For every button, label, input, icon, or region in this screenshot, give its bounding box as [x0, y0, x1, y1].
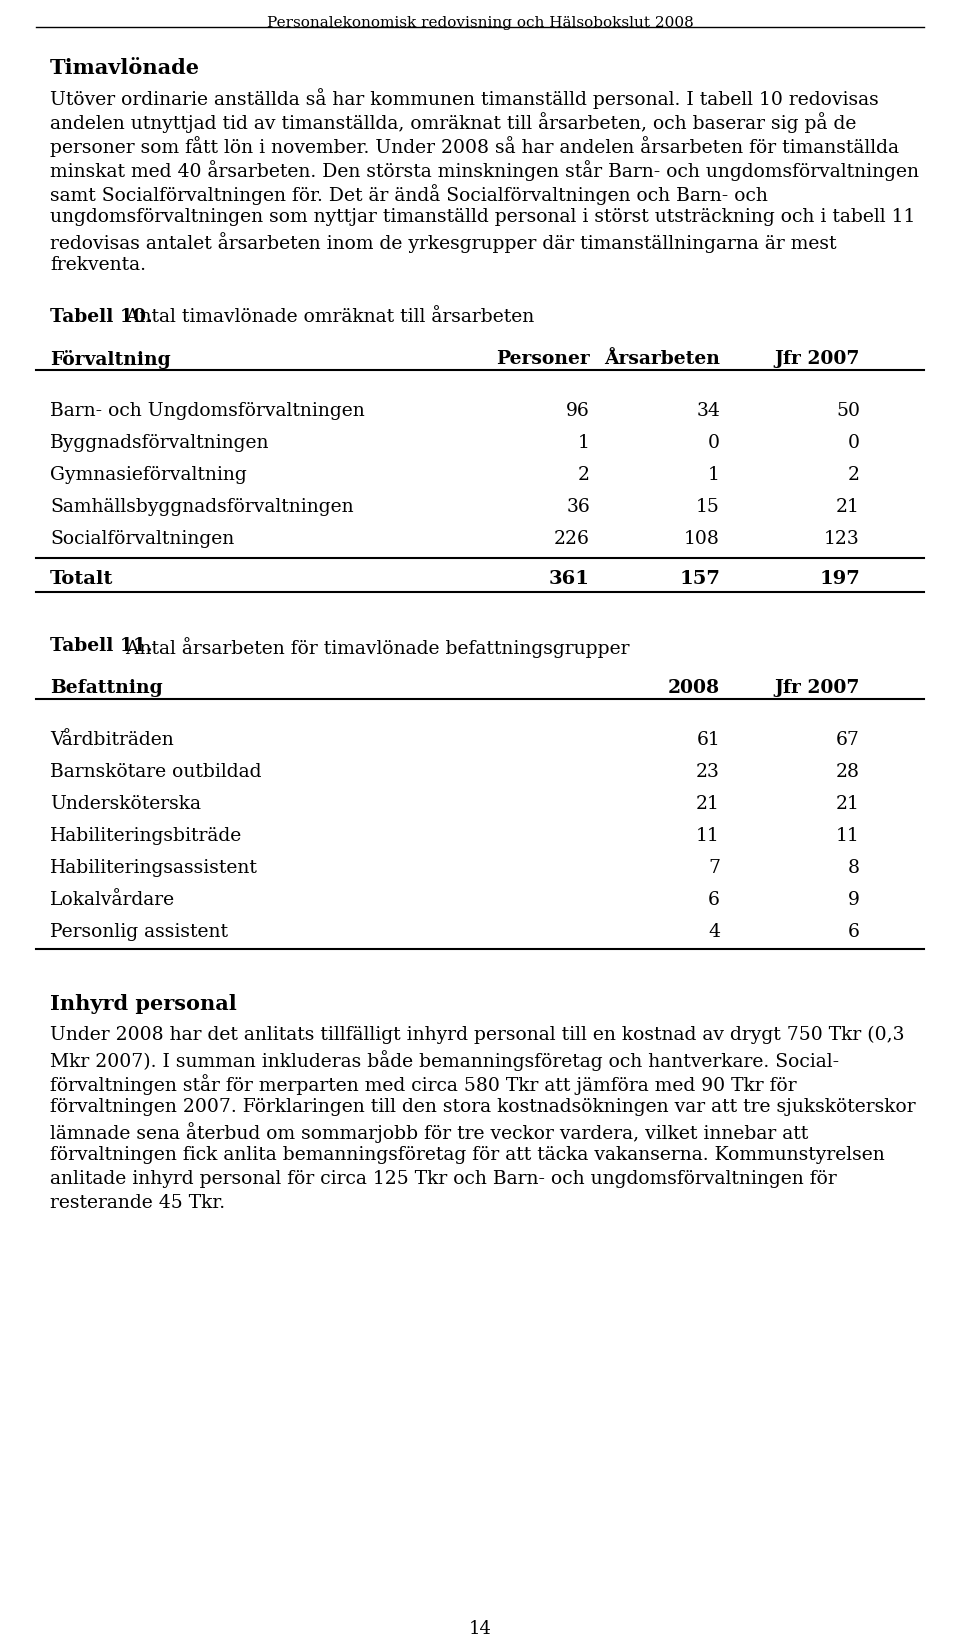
Text: 157: 157: [679, 570, 720, 588]
Text: Habiliteringsassistent: Habiliteringsassistent: [50, 859, 258, 877]
Text: resterande 45 Tkr.: resterande 45 Tkr.: [50, 1193, 226, 1211]
Text: Personlig assistent: Personlig assistent: [50, 923, 228, 942]
Text: Barn- och Ungdomsförvaltningen: Barn- och Ungdomsförvaltningen: [50, 402, 365, 420]
Text: Jfr 2007: Jfr 2007: [775, 351, 860, 369]
Text: 123: 123: [825, 530, 860, 548]
Text: 0: 0: [848, 435, 860, 453]
Text: Jfr 2007: Jfr 2007: [775, 680, 860, 696]
Text: Under 2008 har det anlitats tillfälligt inhyrd personal till en kostnad av drygt: Under 2008 har det anlitats tillfälligt …: [50, 1025, 904, 1044]
Text: Mkr 2007). I summan inkluderas både bemanningsföretag och hantverkare. Social-: Mkr 2007). I summan inkluderas både bema…: [50, 1050, 839, 1072]
Text: Antal årsarbeten för timavlönade befattningsgrupper: Antal årsarbeten för timavlönade befattn…: [120, 637, 630, 658]
Text: 21: 21: [696, 795, 720, 813]
Text: 6: 6: [848, 923, 860, 942]
Text: frekventa.: frekventa.: [50, 257, 146, 273]
Text: 8: 8: [848, 859, 860, 877]
Text: Undersköterska: Undersköterska: [50, 795, 201, 813]
Text: 9: 9: [848, 890, 860, 909]
Text: 61: 61: [696, 731, 720, 749]
Text: samt Socialförvaltningen för. Det är ändå Socialförvaltningen och Barn- och: samt Socialförvaltningen för. Det är änd…: [50, 184, 768, 206]
Text: Lokalvårdare: Lokalvårdare: [50, 890, 175, 909]
Text: Personalekonomisk redovisning och Hälsobokslut 2008: Personalekonomisk redovisning och Hälsob…: [267, 16, 693, 30]
Text: minskat med 40 årsarbeten. Den största minskningen står Barn- och ungdomsförvalt: minskat med 40 årsarbeten. Den största m…: [50, 160, 919, 181]
Text: Byggnadsförvaltningen: Byggnadsförvaltningen: [50, 435, 270, 453]
Text: andelen utnyttjad tid av timanställda, omräknat till årsarbeten, och baserar sig: andelen utnyttjad tid av timanställda, o…: [50, 112, 856, 133]
Text: 361: 361: [549, 570, 590, 588]
Text: 2: 2: [848, 466, 860, 484]
Text: förvaltningen fick anlita bemanningsföretag för att täcka vakanserna. Kommunstyr: förvaltningen fick anlita bemanningsföre…: [50, 1146, 885, 1164]
Text: Årsarbeten: Årsarbeten: [604, 351, 720, 369]
Text: Timavlönade: Timavlönade: [50, 58, 200, 77]
Text: 0: 0: [708, 435, 720, 453]
Text: personer som fått lön i november. Under 2008 så har andelen årsarbeten för timan: personer som fått lön i november. Under …: [50, 137, 899, 156]
Text: Förvaltning: Förvaltning: [50, 351, 171, 369]
Text: Samhällsbyggnadsförvaltningen: Samhällsbyggnadsförvaltningen: [50, 499, 353, 515]
Text: 1: 1: [578, 435, 590, 453]
Text: Totalt: Totalt: [50, 570, 113, 588]
Text: 67: 67: [836, 731, 860, 749]
Text: 15: 15: [696, 499, 720, 515]
Text: 36: 36: [566, 499, 590, 515]
Text: 2008: 2008: [668, 680, 720, 696]
Text: 11: 11: [696, 826, 720, 844]
Text: Utöver ordinarie anställda så har kommunen timanställd personal. I tabell 10 red: Utöver ordinarie anställda så har kommun…: [50, 87, 878, 109]
Text: Personer: Personer: [496, 351, 590, 369]
Text: 21: 21: [836, 499, 860, 515]
Text: 21: 21: [836, 795, 860, 813]
Text: Befattning: Befattning: [50, 680, 163, 696]
Text: lämnade sena återbud om sommarjobb för tre veckor vardera, vilket innebar att: lämnade sena återbud om sommarjobb för t…: [50, 1123, 808, 1142]
Text: 2: 2: [578, 466, 590, 484]
Text: 108: 108: [684, 530, 720, 548]
Text: 50: 50: [836, 402, 860, 420]
Text: Habiliteringsbiträde: Habiliteringsbiträde: [50, 826, 242, 844]
Text: ungdomsförvaltningen som nyttjar timanställd personal i störst utsträckning och : ungdomsförvaltningen som nyttjar timanst…: [50, 207, 916, 226]
Text: Vårdbiträden: Vårdbiträden: [50, 731, 174, 749]
Text: förvaltningen 2007. Förklaringen till den stora kostnadsökningen var att tre sju: förvaltningen 2007. Förklaringen till de…: [50, 1098, 916, 1116]
Text: 1: 1: [708, 466, 720, 484]
Text: 11: 11: [836, 826, 860, 844]
Text: redovisas antalet årsarbeten inom de yrkesgrupper där timanställningarna är mest: redovisas antalet årsarbeten inom de yrk…: [50, 232, 836, 253]
Text: 6: 6: [708, 890, 720, 909]
Text: Gymnasieförvaltning: Gymnasieförvaltning: [50, 466, 247, 484]
Text: 226: 226: [554, 530, 590, 548]
Text: förvaltningen står för merparten med circa 580 Tkr att jämföra med 90 Tkr för: förvaltningen står för merparten med cir…: [50, 1073, 797, 1095]
Text: anlitade inhyrd personal för circa 125 Tkr och Barn- och ungdomsförvaltningen fö: anlitade inhyrd personal för circa 125 T…: [50, 1170, 837, 1188]
Text: 34: 34: [696, 402, 720, 420]
Text: Barnskötare outbildad: Barnskötare outbildad: [50, 764, 261, 780]
Text: 197: 197: [819, 570, 860, 588]
Text: Tabell 11.: Tabell 11.: [50, 637, 153, 655]
Text: Antal timavlönade omräknat till årsarbeten: Antal timavlönade omräknat till årsarbet…: [120, 308, 535, 326]
Text: Socialförvaltningen: Socialförvaltningen: [50, 530, 234, 548]
Text: 7: 7: [708, 859, 720, 877]
Text: Tabell 10.: Tabell 10.: [50, 308, 153, 326]
Text: 14: 14: [468, 1620, 492, 1638]
Text: 4: 4: [708, 923, 720, 942]
Text: 28: 28: [836, 764, 860, 780]
Text: 96: 96: [566, 402, 590, 420]
Text: Inhyrd personal: Inhyrd personal: [50, 994, 237, 1014]
Text: 23: 23: [696, 764, 720, 780]
